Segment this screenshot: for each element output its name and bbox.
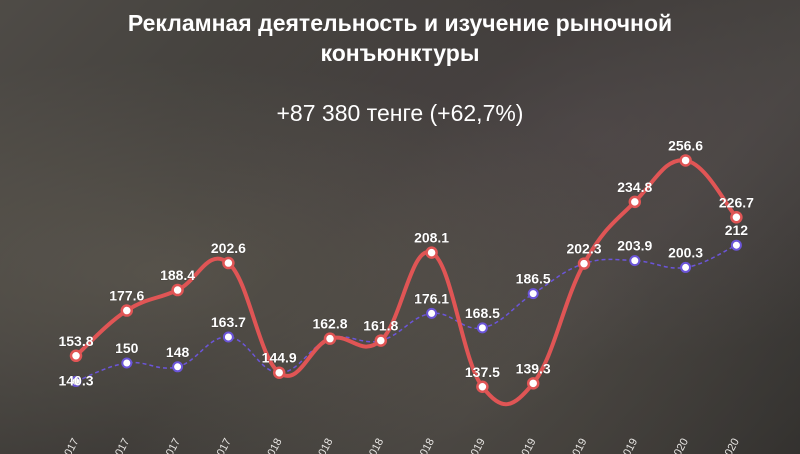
series-2-data-label: 148 [166, 344, 190, 360]
series-1-point [425, 246, 438, 259]
series-2-point [476, 322, 488, 334]
series-2-point [426, 307, 438, 319]
series-2-data-label: 203.9 [617, 238, 652, 254]
series-2-data-label: 163.7 [211, 314, 246, 330]
series-2-data-label: 150 [115, 340, 139, 356]
series-1-point [374, 334, 388, 347]
x-tick-label: I.2020 [666, 436, 691, 454]
series-1-point [69, 349, 83, 363]
series-1-point [120, 304, 134, 317]
chart-title: Рекламная деятельность и изучение рыночн… [0, 8, 800, 68]
chart-title-line1: Рекламная деятельность и изучение рыночн… [127, 10, 673, 36]
series-2-point [527, 288, 539, 300]
series-1-point [171, 283, 184, 297]
series-2-point [222, 331, 234, 343]
series-1-data-label: 153.8 [58, 333, 93, 349]
series-1-data-label: 162.8 [312, 316, 347, 332]
series-1-data-label: 202.3 [566, 241, 601, 257]
series-1-data-label: 144.9 [262, 350, 297, 366]
series-1-data-label: 234.8 [617, 179, 652, 195]
series-2-data-label: 168.5 [465, 305, 500, 321]
x-tick-label: II.2018 [309, 436, 335, 454]
series-2-data-label: 200.3 [668, 244, 703, 260]
x-tick-label: II.2020 [715, 436, 741, 454]
series-1-data-label: 139.3 [516, 360, 551, 376]
series-1-point [730, 211, 743, 224]
x-tick-label: I.2019 [463, 436, 488, 454]
x-tick-label: III.2017 [155, 436, 183, 454]
series-1-point [323, 332, 337, 345]
series-2-data-label: 176.1 [414, 290, 449, 306]
series-1-data-label: 256.6 [668, 137, 703, 153]
x-tick-label: I.2017 [57, 436, 82, 454]
series-1-data-label: 188.4 [160, 267, 195, 283]
series-2-data-label: 186.5 [516, 271, 551, 287]
x-tick-label: II.2019 [512, 436, 538, 454]
series-1-data-label: 137.5 [465, 364, 500, 380]
series-2-data-label: 212 [725, 222, 749, 238]
x-tick-label: IV.2018 [409, 436, 437, 454]
series-1-point [222, 256, 235, 270]
series-1-data-label: 161.8 [363, 318, 398, 334]
series-2-point [172, 361, 184, 373]
series-1-line [74, 158, 739, 407]
series-2-point [70, 375, 82, 387]
series-1-point [577, 257, 591, 270]
chart-subtitle: +87 380 тенге (+62,7%) [276, 100, 524, 126]
series-1-point [679, 154, 692, 167]
series-2-line [75, 244, 737, 383]
series-2-data-label: 140.3 [58, 372, 93, 388]
x-tick-label: III.2018 [358, 436, 386, 454]
series-1-point [526, 377, 540, 390]
series-2-point [121, 357, 133, 369]
series-1-data-label: 208.1 [414, 230, 449, 246]
series-2-point [680, 261, 692, 273]
series-1-data-label: 202.6 [211, 240, 246, 256]
series-1-data-label: 177.6 [109, 288, 144, 304]
x-tick-label: III.2019 [562, 436, 590, 454]
series-2-point [730, 239, 742, 251]
x-tick-label: II.2017 [106, 436, 132, 454]
series-1-point [628, 195, 642, 209]
series-1-data-label: 226.7 [719, 194, 754, 210]
series-2-point [629, 255, 641, 267]
x-tick-label: IV.2017 [206, 436, 234, 454]
x-tick-label: IV.2019 [612, 436, 640, 454]
series-1-point [476, 380, 489, 393]
x-tick-label: I.2018 [260, 436, 285, 454]
chart-title-line2: конъюнктуры [320, 40, 480, 66]
series-1-point [272, 366, 286, 379]
